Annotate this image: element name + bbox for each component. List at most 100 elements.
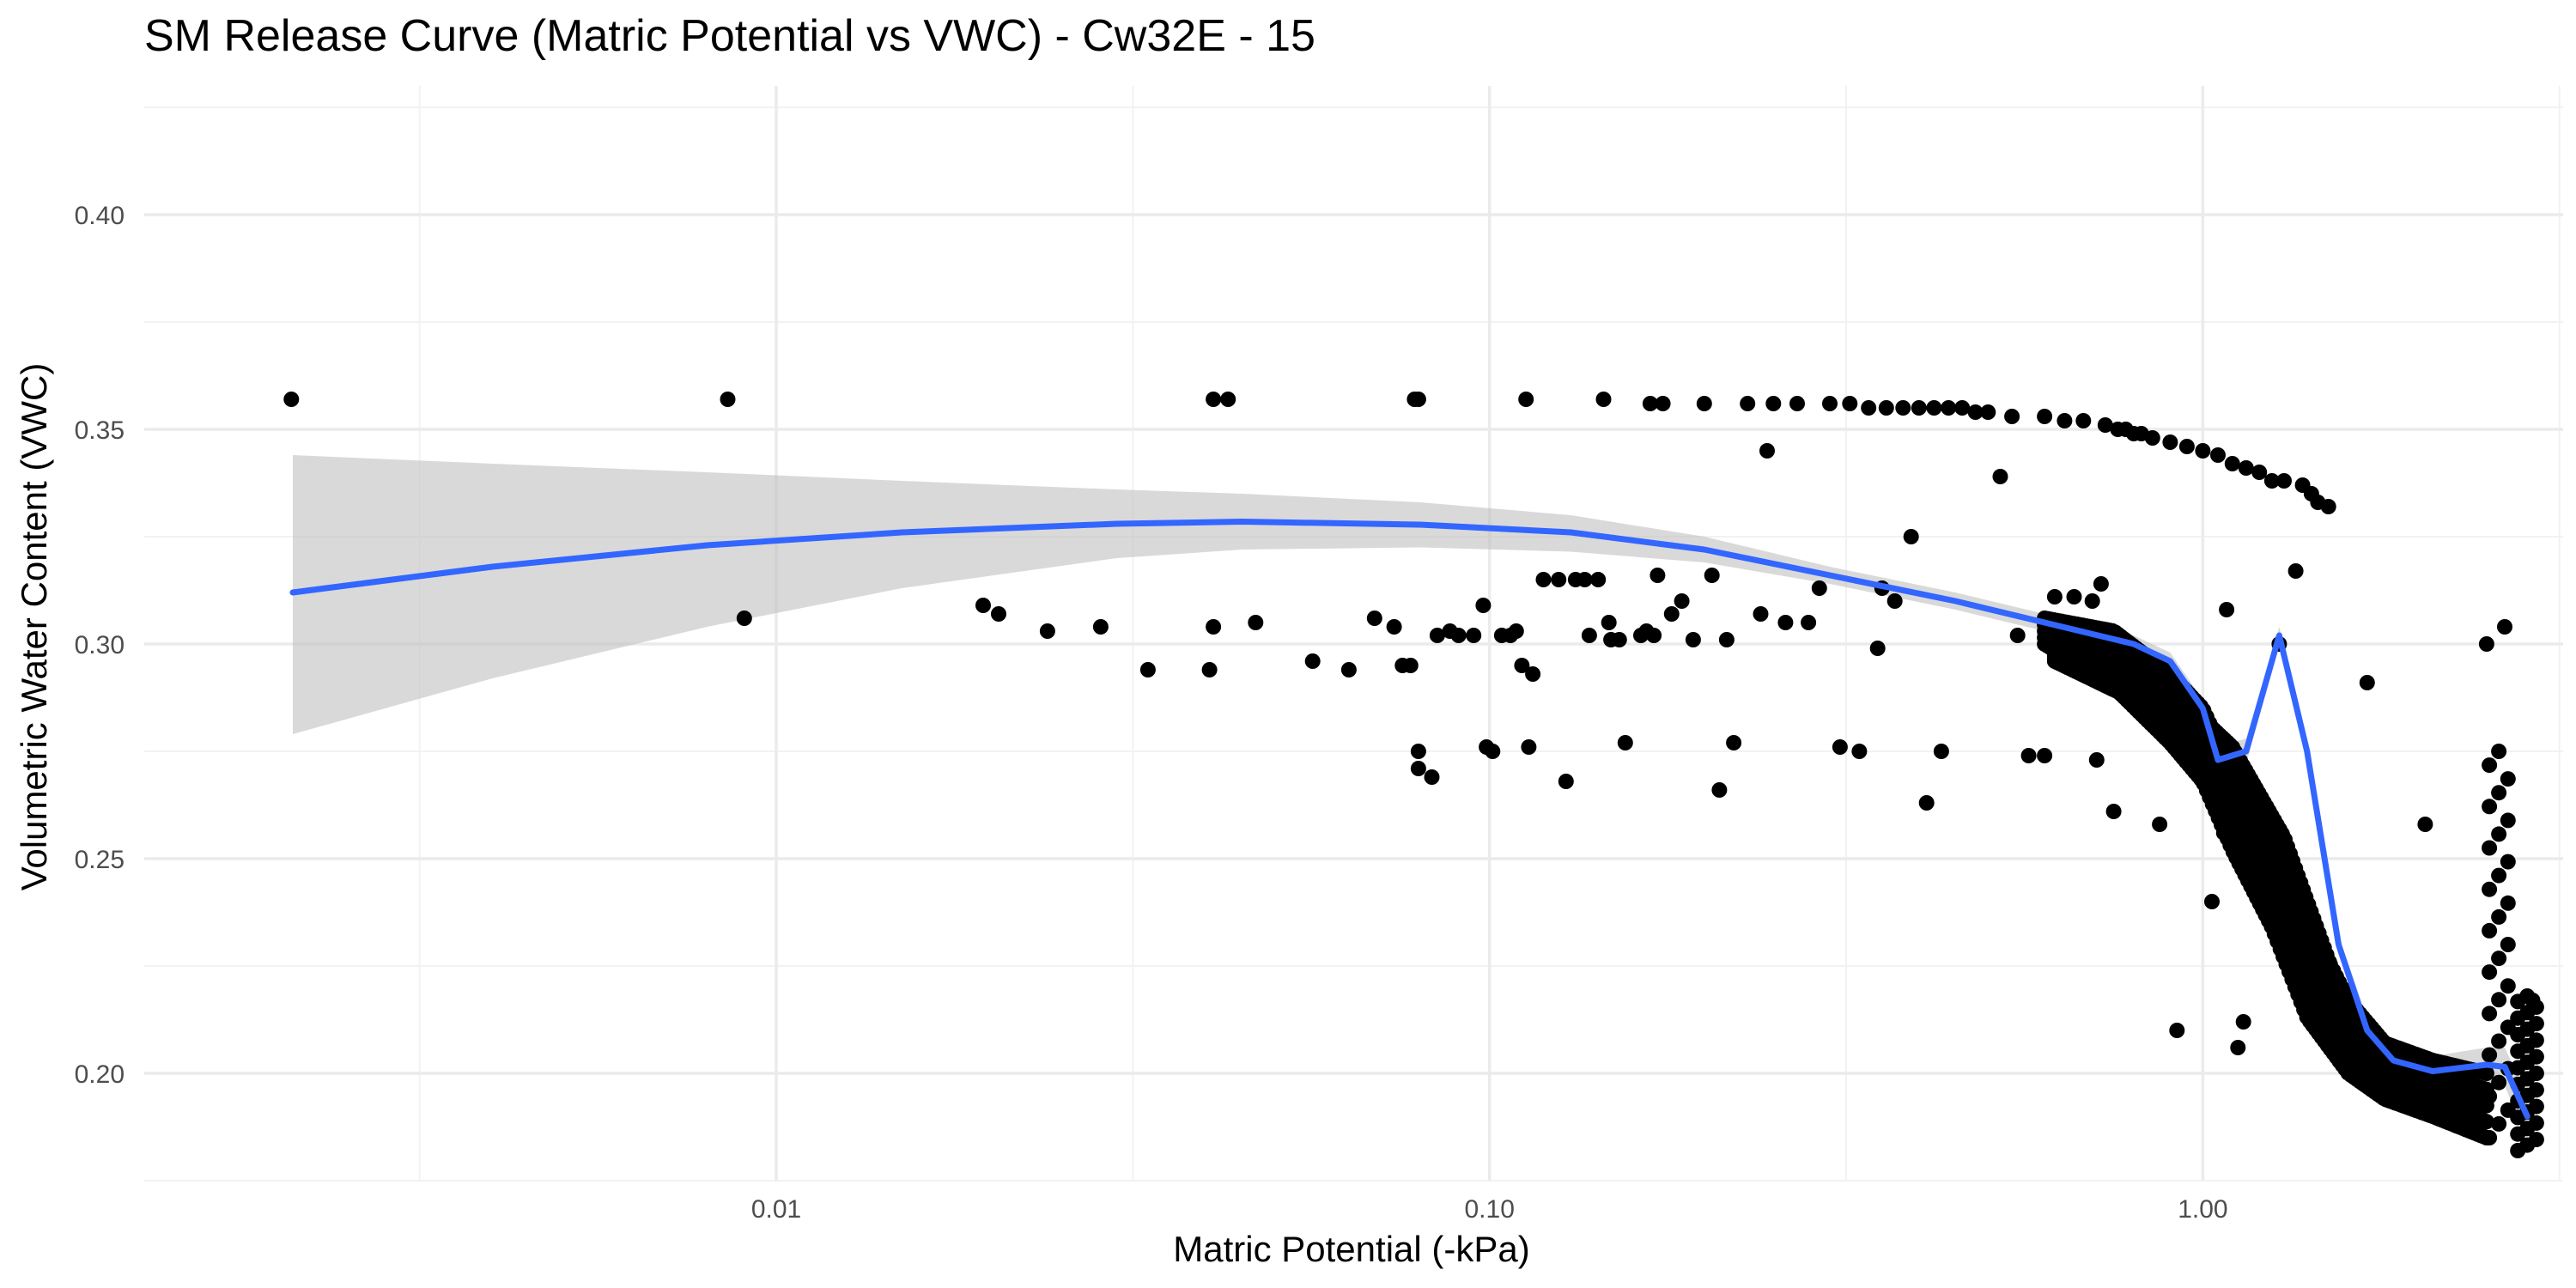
data-point <box>2037 409 2053 424</box>
data-point <box>2276 473 2292 489</box>
data-point <box>2478 1066 2494 1081</box>
data-point <box>2084 593 2100 609</box>
data-point <box>2057 413 2073 428</box>
data-point <box>2482 1088 2498 1104</box>
y-tick-label: 0.20 <box>75 1060 125 1089</box>
data-point <box>2491 992 2507 1008</box>
data-point <box>2162 434 2178 450</box>
data-point <box>2528 1066 2544 1081</box>
data-point <box>2020 748 2037 763</box>
data-point <box>1508 623 1524 639</box>
data-point <box>1581 628 1597 643</box>
y-tick-label: 0.30 <box>75 631 125 659</box>
data-point <box>2066 589 2082 605</box>
data-point <box>2178 439 2195 454</box>
data-point <box>2528 1132 2544 1148</box>
data-point <box>2528 1032 2544 1048</box>
data-point <box>2491 826 2507 842</box>
data-point <box>1918 795 1935 811</box>
data-point <box>2046 589 2063 605</box>
data-point <box>1518 392 1534 407</box>
data-point <box>1535 572 1552 587</box>
data-point <box>2491 1074 2507 1091</box>
data-point <box>1711 782 1728 798</box>
data-point <box>2491 785 2507 801</box>
data-point <box>2144 430 2160 446</box>
data-point <box>2093 576 2109 592</box>
data-point <box>2482 1047 2498 1063</box>
data-point <box>2491 1115 2507 1132</box>
data-point <box>1822 396 1838 411</box>
data-point <box>2482 1005 2498 1022</box>
data-point <box>2004 409 2020 424</box>
data-point <box>2320 499 2336 514</box>
data-point <box>2210 447 2226 463</box>
y-tick-label: 0.35 <box>75 416 125 445</box>
data-point <box>2482 757 2498 774</box>
data-point <box>2491 908 2507 925</box>
data-point <box>2482 964 2498 981</box>
data-point <box>720 392 736 407</box>
data-point <box>1514 658 1530 673</box>
data-point <box>1485 744 1501 759</box>
data-point <box>2528 999 2544 1015</box>
data-point <box>1895 400 1911 416</box>
data-point <box>1663 606 1680 622</box>
data-point <box>2169 1023 2185 1038</box>
data-point <box>1590 572 1607 587</box>
data-point <box>1696 396 1712 411</box>
data-point <box>2528 1098 2544 1115</box>
data-point <box>1475 598 1492 613</box>
data-point <box>2482 799 2498 815</box>
data-point <box>2251 465 2268 480</box>
data-point <box>1410 744 1426 759</box>
data-point <box>2500 895 2516 911</box>
data-point <box>1525 666 1541 682</box>
data-point <box>1861 400 1877 416</box>
data-point <box>1759 443 1775 459</box>
data-point <box>1869 641 1886 656</box>
data-point <box>1092 619 1109 635</box>
y-tick-label: 0.25 <box>75 846 125 874</box>
data-point <box>1450 628 1467 643</box>
data-point <box>1466 628 1482 643</box>
data-point <box>1992 469 2008 484</box>
data-point <box>2439 1074 2455 1090</box>
data-point <box>1646 628 1662 643</box>
data-point <box>2105 804 2122 819</box>
data-point <box>1718 632 1735 647</box>
data-point <box>2528 1082 2544 1098</box>
chart-title: SM Release Curve (Matric Potential vs VW… <box>144 11 1315 61</box>
data-point <box>1402 658 1419 673</box>
data-point <box>1206 392 1222 407</box>
data-point <box>1558 774 1574 789</box>
data-point <box>1933 744 1949 759</box>
confidence-ribbon <box>293 455 2528 1138</box>
data-point <box>1911 400 1927 416</box>
data-point <box>1340 662 1357 677</box>
data-point <box>2075 413 2092 428</box>
data-point <box>1248 615 1264 630</box>
data-point <box>2224 456 2240 471</box>
x-tick-label: 1.00 <box>2178 1195 2227 1224</box>
data-point <box>1617 735 1633 750</box>
data-point <box>2482 881 2498 897</box>
data-point <box>2238 460 2254 476</box>
data-point <box>1903 529 1919 544</box>
data-point <box>2528 1115 2544 1131</box>
x-axis-title: Matric Potential (-kPa) <box>1173 1229 1529 1269</box>
data-point <box>2482 922 2498 939</box>
data-point <box>1878 400 1894 416</box>
data-point <box>2491 867 2507 884</box>
data-point <box>991 606 1006 622</box>
data-point <box>1366 611 1382 626</box>
data-point <box>2491 951 2507 967</box>
data-point <box>2500 854 2516 870</box>
data-point <box>2528 1016 2544 1032</box>
data-point <box>736 611 752 626</box>
data-point <box>2482 840 2498 856</box>
data-point <box>2235 1014 2251 1030</box>
data-point <box>2478 1114 2494 1130</box>
data-point <box>1842 396 1858 411</box>
